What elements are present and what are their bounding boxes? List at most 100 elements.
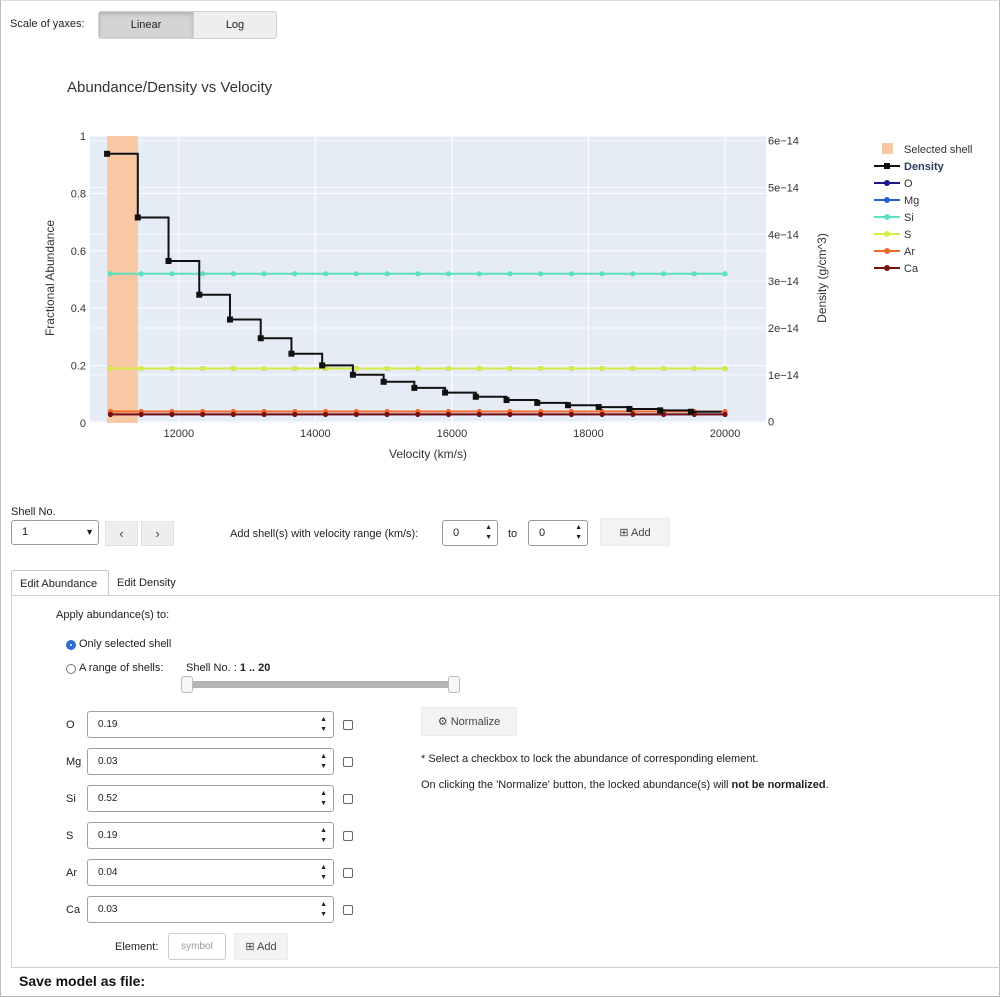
normalize-label: Normalize bbox=[450, 716, 501, 728]
abundance-point-S bbox=[415, 365, 421, 372]
element-symbol-label: Mg bbox=[66, 756, 82, 768]
next-shell-button[interactable]: › bbox=[141, 521, 174, 546]
abundance-point-S bbox=[722, 365, 728, 372]
element-symbol-input[interactable]: symbol bbox=[168, 933, 226, 960]
abundance-point-Ca bbox=[599, 411, 605, 417]
legend-selected-shell-swatch bbox=[882, 143, 893, 154]
density-point bbox=[196, 291, 203, 298]
velocity-from-input[interactable]: 0 ▲ ▼ bbox=[442, 520, 498, 546]
spinner-arrows-icon[interactable]: ▲ ▼ bbox=[320, 827, 327, 844]
tab-edit-abundance[interactable]: Edit Abundance bbox=[11, 570, 109, 596]
spinner-arrows-icon[interactable]: ▲ ▼ bbox=[485, 524, 492, 541]
shell-label: Shell No. bbox=[11, 506, 56, 518]
tab-edit-density[interactable]: Edit Density bbox=[117, 577, 176, 589]
shell-select[interactable]: 1 ▼ bbox=[11, 520, 99, 545]
abundance-point-S bbox=[599, 365, 605, 372]
abundance-input[interactable]: 0.52 ▲ ▼ bbox=[87, 785, 334, 812]
legend-density-marker bbox=[884, 163, 890, 169]
shell-range-readout: Shell No. : 1 .. 20 bbox=[186, 662, 270, 674]
lock-checkbox[interactable] bbox=[343, 905, 353, 915]
save-model-heading: Save model as file: bbox=[19, 973, 146, 989]
spinner-arrows-icon[interactable]: ▲ ▼ bbox=[320, 753, 327, 770]
density-point bbox=[534, 399, 541, 406]
velocity-from-value: 0 bbox=[453, 527, 460, 539]
abundance-point-S bbox=[691, 365, 697, 372]
element-label: Element: bbox=[115, 941, 159, 953]
scale-toggle: Linear Log bbox=[98, 11, 277, 39]
abundance-point-Ca bbox=[353, 411, 359, 417]
abundance-point-Ca bbox=[384, 411, 390, 417]
prev-shell-button[interactable]: ‹ bbox=[105, 521, 138, 546]
x-tick-label: 12000 bbox=[163, 428, 194, 440]
abundance-point-Ca bbox=[445, 411, 452, 417]
density-point bbox=[104, 150, 111, 157]
scale-log-button[interactable]: Log bbox=[194, 11, 277, 39]
abundance-point-S bbox=[138, 365, 144, 372]
abundance-point-S bbox=[538, 365, 544, 372]
abundance-input[interactable]: 0.04 ▲ ▼ bbox=[87, 859, 334, 886]
x-tick-label: 14000 bbox=[300, 428, 331, 440]
spinner-arrows-icon[interactable]: ▲ ▼ bbox=[575, 524, 582, 541]
density-line bbox=[107, 152, 722, 413]
spinner-arrows-icon[interactable]: ▲ ▼ bbox=[320, 716, 327, 733]
density-point bbox=[687, 408, 694, 415]
y-tick-label: 0.6 bbox=[71, 246, 86, 258]
abundance-point-S bbox=[200, 365, 206, 372]
abundance-point-Si bbox=[568, 271, 574, 277]
chevron-down-icon: ▼ bbox=[85, 527, 94, 537]
abundance-point-S bbox=[660, 365, 667, 372]
abundance-input[interactable]: 0.03 ▲ ▼ bbox=[87, 896, 334, 923]
axes: 12000 14000 16000 18000 20000 0 0.2 0.4 0.6 0.8 1 0… bbox=[71, 131, 799, 440]
legend[interactable]: Selected shell Density O Mg Si S Ar Ca bbox=[874, 143, 973, 275]
density-point bbox=[657, 407, 664, 414]
spinner-arrows-icon[interactable]: ▲ ▼ bbox=[320, 864, 327, 881]
abundance-point-Ca bbox=[322, 411, 329, 417]
lock-note: * Select a checkbox to lock the abundanc… bbox=[421, 753, 759, 765]
abundance-point-Ca bbox=[200, 411, 206, 417]
lock-checkbox[interactable] bbox=[343, 757, 353, 767]
y2-axis-label: Density (g/cm^3) bbox=[815, 233, 829, 323]
add-element-button[interactable]: ⊞ Add bbox=[234, 933, 288, 960]
plot-area bbox=[90, 136, 766, 423]
lock-checkbox[interactable] bbox=[343, 831, 353, 841]
lock-checkbox[interactable] bbox=[343, 720, 353, 730]
spinner-arrows-icon[interactable]: ▲ ▼ bbox=[320, 901, 327, 918]
abundance-point-Si bbox=[261, 271, 267, 277]
slider-handle-end[interactable] bbox=[448, 676, 460, 693]
y2-tick-label: 0 bbox=[768, 417, 774, 429]
velocity-to-input[interactable]: 0 ▲ ▼ bbox=[528, 520, 588, 546]
density-point bbox=[442, 389, 449, 396]
abundance-point-Ca bbox=[538, 411, 544, 417]
slider-handle-start[interactable] bbox=[181, 676, 193, 693]
abundance-input[interactable]: 0.19 ▲ ▼ bbox=[87, 822, 334, 849]
abundance-point-Si bbox=[630, 271, 636, 277]
density-point bbox=[626, 405, 633, 412]
legend-label-Ar: Ar bbox=[904, 246, 915, 258]
scale-linear-button[interactable]: Linear bbox=[98, 11, 194, 39]
lock-checkbox[interactable] bbox=[343, 868, 353, 878]
abundance-point-Si bbox=[445, 271, 452, 277]
density-point bbox=[349, 371, 356, 378]
abundance-input[interactable]: 0.19 ▲ ▼ bbox=[87, 711, 334, 738]
y-tick-label: 1 bbox=[80, 131, 86, 143]
abundance-point-S bbox=[169, 365, 175, 372]
abundance-point-Si bbox=[107, 271, 114, 277]
abundance-value: 0.03 bbox=[98, 756, 118, 767]
radio-range-of-shells[interactable] bbox=[66, 664, 76, 674]
abundance-point-Si bbox=[476, 271, 482, 277]
shell-range-label: Shell No. : bbox=[186, 662, 240, 674]
abundance-point-Si bbox=[722, 271, 728, 277]
abundance-input[interactable]: 0.03 ▲ ▼ bbox=[87, 748, 334, 775]
normalize-button[interactable]: ⚙ Normalize bbox=[421, 707, 517, 736]
abundance-point-Si bbox=[292, 271, 298, 277]
add-range-label: Add shell(s) with velocity range (km/s): bbox=[230, 528, 419, 540]
radio-only-selected-shell[interactable] bbox=[66, 640, 76, 650]
shell-range-slider[interactable] bbox=[186, 681, 454, 688]
abundance-point-Si bbox=[415, 271, 421, 277]
y-axis-label: Fractional Abundance bbox=[43, 220, 57, 336]
abundance-point-Ca bbox=[261, 411, 267, 417]
spinner-arrows-icon[interactable]: ▲ ▼ bbox=[320, 790, 327, 807]
add-shell-button[interactable]: ⊞ Add bbox=[600, 518, 670, 546]
element-symbol-label: Ar bbox=[66, 867, 77, 879]
lock-checkbox[interactable] bbox=[343, 794, 353, 804]
